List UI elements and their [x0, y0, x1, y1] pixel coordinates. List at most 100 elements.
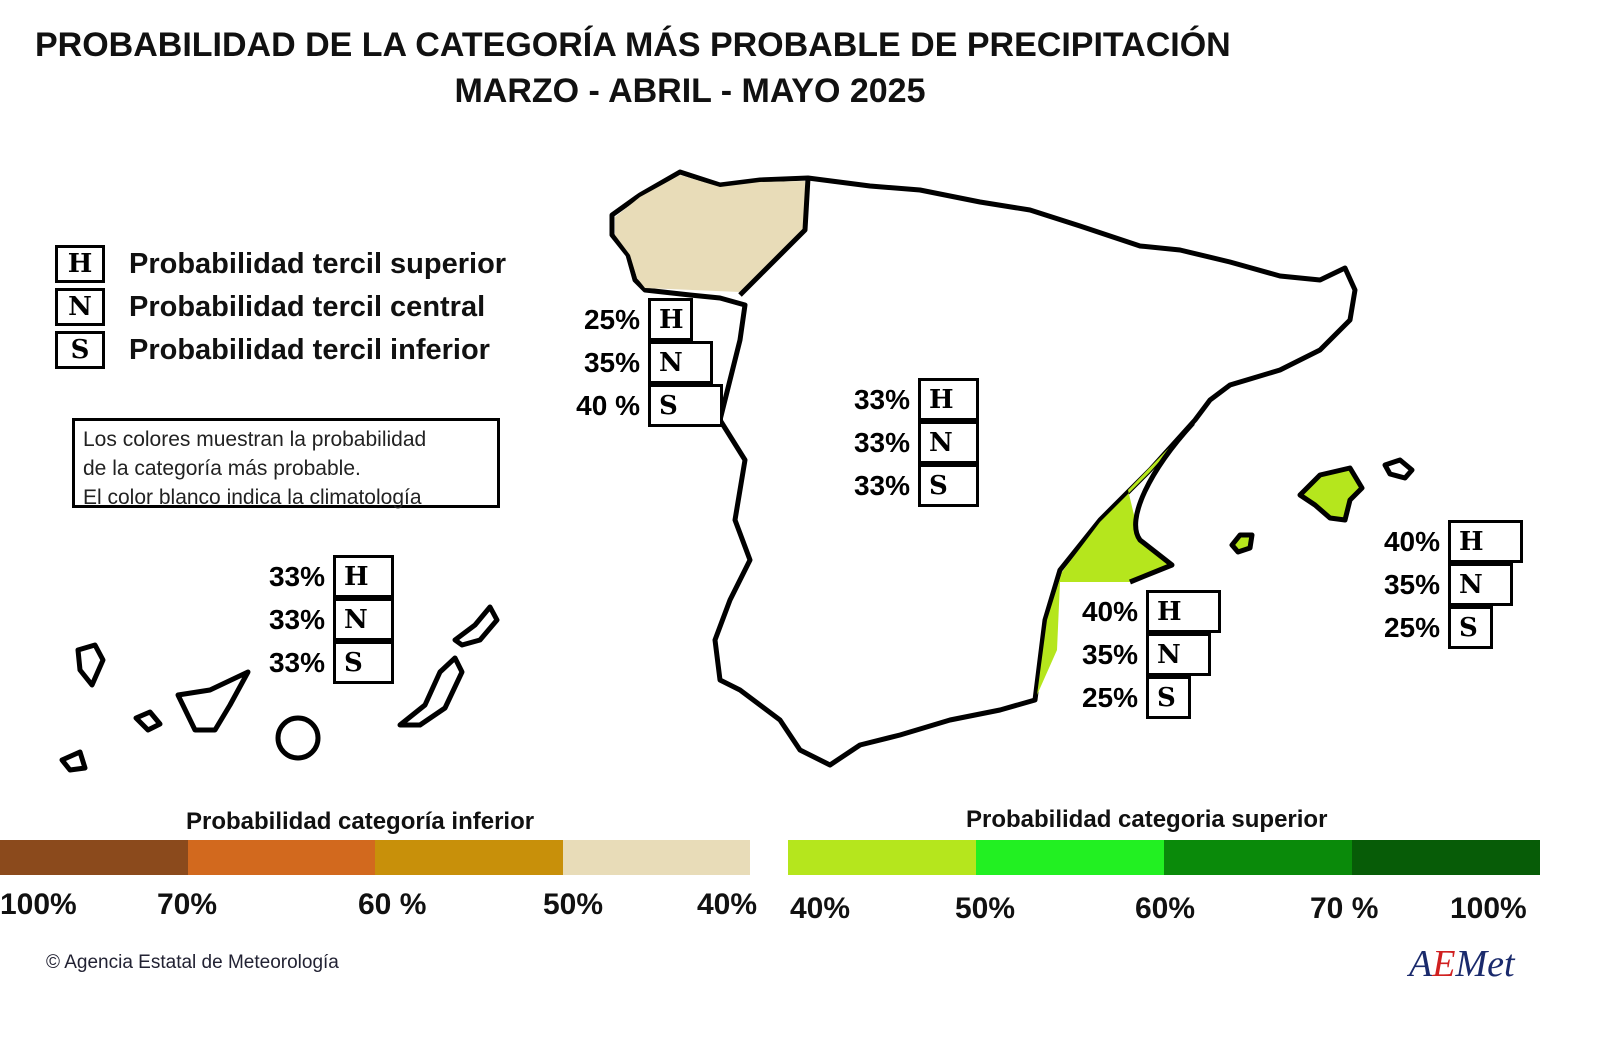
tick-label: 100% [1450, 892, 1527, 925]
probability-value: 25% [1081, 681, 1138, 713]
copyright: © Agencia Estatal de Meteorología [46, 952, 339, 974]
tercile-box: S [1146, 676, 1191, 719]
colorbar-segment [0, 840, 188, 875]
probability-row: 35% N [1360, 563, 1523, 606]
canary-island [75, 642, 106, 688]
canarias-probabilities: 33% H 33% N 33% S [245, 555, 394, 684]
legend-box-s: S [55, 331, 105, 369]
probability-value: 35% [1081, 638, 1138, 670]
probability-row: 25% H [560, 298, 723, 341]
probability-row: 33% N [245, 598, 394, 641]
colorbar-segment [1352, 840, 1540, 875]
probability-value: 33% [853, 383, 910, 415]
colorbar-segment [976, 840, 1164, 875]
colorbar-segment [562, 840, 750, 875]
canary-island [397, 655, 465, 728]
colorbar-superior-title: Probabilidad categoria superior [966, 806, 1328, 833]
map-subtitle: MARZO - ABRIL - MAYO 2025 [454, 72, 926, 110]
copyright-text: Agencia Estatal de Meteorología [64, 952, 339, 973]
legend-box-h: H [55, 245, 105, 283]
copyright-icon: © [46, 952, 60, 973]
legend-row-s: S Probabilidad tercil inferior [55, 331, 490, 369]
colorbar-segment [187, 840, 375, 875]
probability-value: 33% [268, 646, 325, 678]
tercile-box: H [333, 555, 394, 598]
tercile-box: N [1448, 563, 1513, 606]
note-line: Los colores muestran la probabilidad [83, 428, 427, 451]
tick-label: 60 % [358, 888, 427, 921]
probability-row: 33% H [245, 555, 394, 598]
probability-value: 35% [1383, 568, 1440, 600]
probability-value: 40% [1383, 525, 1440, 557]
levante-region [1037, 423, 1193, 695]
probability-row: 25% S [1360, 606, 1523, 649]
canary-island [59, 749, 88, 773]
legend-label-n: Probabilidad tercil central [129, 290, 486, 323]
note-line: de la categoría más probable. [83, 457, 361, 480]
tercile-box: N [918, 421, 979, 464]
ibiza-island [1229, 532, 1255, 555]
probability-row: 40% H [1360, 520, 1523, 563]
aemet-logo: AEMet [1406, 943, 1516, 985]
tick-label: 100% [0, 888, 77, 921]
tick-label: 60% [1135, 892, 1196, 925]
probability-row: 35% N [560, 341, 723, 384]
probability-value: 25% [1383, 611, 1440, 643]
tercile-box: N [333, 598, 394, 641]
tick-label: 70 % [1310, 892, 1379, 925]
probability-value: 40 % [576, 389, 640, 421]
tick-label: 50% [543, 888, 604, 921]
colorbar-segment [1164, 840, 1352, 875]
tercile-box: N [648, 341, 713, 384]
tercile-box: H [1448, 520, 1523, 563]
tick-label: 40% [790, 892, 851, 925]
probability-row: 40% H [1058, 590, 1221, 633]
colorbar-segment [375, 840, 563, 875]
levante-probabilities: 40% H 35% N 25% S [1058, 590, 1221, 719]
colorbar-segment [788, 840, 976, 875]
logo-text: AEMet [1406, 943, 1516, 985]
colorbar-superior [788, 840, 1540, 875]
probability-row: 33% N [830, 421, 979, 464]
tick-label: 50% [955, 892, 1016, 925]
probability-value: 40% [1081, 595, 1138, 627]
probability-value: 33% [268, 603, 325, 635]
probability-row: 33% S [830, 464, 979, 507]
tick-label: 70% [157, 888, 218, 921]
map-title: PROBABILIDAD DE LA CATEGORÍA MÁS PROBABL… [35, 26, 1231, 64]
canary-island [275, 715, 321, 761]
tercile-box: H [918, 378, 979, 421]
probability-row: 25% S [1058, 676, 1221, 719]
legend-box-n: N [55, 288, 105, 326]
menorca-island [1382, 457, 1415, 481]
probability-row: 35% N [1058, 633, 1221, 676]
baleares-probabilities: 40% H 35% N 25% S [1360, 520, 1523, 649]
tercile-box: N [1146, 633, 1211, 676]
galicia-border [738, 177, 811, 297]
colorbar-inferior-title: Probabilidad categoría inferior [186, 808, 535, 835]
tercile-box: S [333, 641, 394, 684]
tercile-box: H [648, 298, 693, 341]
probability-value: 33% [268, 560, 325, 592]
probability-row: 40 % S [560, 384, 723, 427]
legend-label-h: Probabilidad tercil superior [129, 247, 507, 280]
tercile-box: S [1448, 606, 1493, 649]
probability-value: 33% [853, 469, 910, 501]
levante-border [1129, 421, 1195, 585]
probability-row: 33% S [245, 641, 394, 684]
probability-value: 35% [583, 346, 640, 378]
tercile-box: S [648, 384, 723, 427]
color-note: Los colores muestran la probabilidad de … [72, 418, 500, 509]
canary-island [175, 669, 251, 733]
probability-value: 25% [583, 303, 640, 335]
legend-row-n: N Probabilidad tercil central [55, 288, 485, 326]
colorbar-inferior [0, 840, 750, 875]
mallorca-island [1297, 465, 1365, 523]
canary-island [452, 604, 500, 648]
centro-probabilities: 33% H 33% N 33% S [830, 378, 979, 507]
galicia-probabilities: 25% H 35% N 40 % S [560, 298, 723, 427]
canary-island [133, 709, 163, 733]
tercile-box: H [1146, 590, 1221, 633]
